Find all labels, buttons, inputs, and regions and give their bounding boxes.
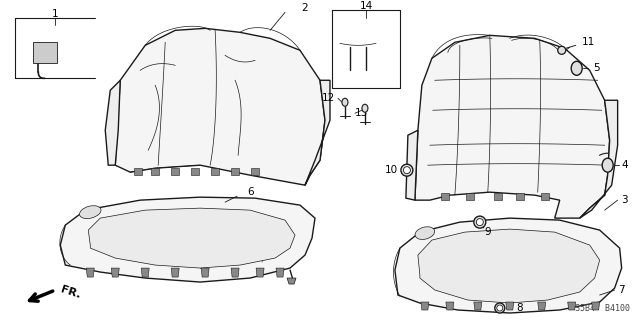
Polygon shape bbox=[88, 208, 295, 268]
Polygon shape bbox=[516, 193, 524, 200]
Polygon shape bbox=[421, 302, 429, 310]
Polygon shape bbox=[231, 168, 239, 175]
Text: 6: 6 bbox=[247, 187, 253, 197]
Polygon shape bbox=[191, 168, 199, 175]
Ellipse shape bbox=[401, 164, 413, 176]
Polygon shape bbox=[251, 168, 259, 175]
Text: 11: 11 bbox=[582, 37, 595, 47]
Text: 8: 8 bbox=[516, 303, 522, 313]
Text: FR.: FR. bbox=[60, 284, 82, 300]
Text: 4: 4 bbox=[621, 160, 628, 170]
Polygon shape bbox=[151, 168, 159, 175]
Polygon shape bbox=[171, 268, 179, 277]
Text: S5B4- B4100: S5B4- B4100 bbox=[575, 304, 630, 313]
Polygon shape bbox=[580, 100, 618, 218]
Polygon shape bbox=[60, 197, 315, 282]
Text: 9: 9 bbox=[484, 227, 491, 237]
Ellipse shape bbox=[79, 206, 101, 219]
Text: 2: 2 bbox=[301, 4, 308, 13]
Polygon shape bbox=[538, 302, 546, 310]
Polygon shape bbox=[141, 268, 149, 277]
Ellipse shape bbox=[602, 158, 613, 172]
Polygon shape bbox=[276, 268, 284, 277]
Ellipse shape bbox=[403, 167, 410, 174]
Ellipse shape bbox=[362, 104, 368, 112]
Polygon shape bbox=[105, 80, 120, 165]
Polygon shape bbox=[395, 218, 621, 313]
Polygon shape bbox=[305, 80, 330, 185]
Polygon shape bbox=[231, 268, 239, 277]
Polygon shape bbox=[115, 28, 325, 185]
Polygon shape bbox=[287, 278, 296, 284]
Text: 7: 7 bbox=[618, 285, 624, 295]
Polygon shape bbox=[466, 193, 474, 200]
Polygon shape bbox=[171, 168, 179, 175]
Polygon shape bbox=[201, 268, 209, 277]
Polygon shape bbox=[506, 302, 514, 310]
Text: 5: 5 bbox=[594, 63, 600, 73]
Ellipse shape bbox=[474, 216, 486, 228]
Polygon shape bbox=[418, 229, 600, 303]
Text: 1: 1 bbox=[52, 9, 59, 20]
Polygon shape bbox=[211, 168, 219, 175]
Polygon shape bbox=[134, 168, 142, 175]
Polygon shape bbox=[256, 268, 264, 277]
Ellipse shape bbox=[557, 46, 566, 54]
Polygon shape bbox=[111, 268, 119, 277]
Polygon shape bbox=[406, 130, 418, 200]
Text: 12: 12 bbox=[322, 93, 335, 103]
Text: 10: 10 bbox=[385, 165, 398, 175]
Text: 3: 3 bbox=[621, 195, 628, 205]
Ellipse shape bbox=[342, 98, 348, 106]
Polygon shape bbox=[494, 193, 502, 200]
Polygon shape bbox=[86, 268, 94, 277]
Ellipse shape bbox=[415, 227, 435, 239]
Ellipse shape bbox=[572, 61, 582, 75]
Polygon shape bbox=[568, 302, 576, 310]
Polygon shape bbox=[441, 193, 449, 200]
Polygon shape bbox=[33, 42, 58, 63]
Ellipse shape bbox=[495, 303, 505, 313]
Polygon shape bbox=[415, 35, 610, 218]
Polygon shape bbox=[446, 302, 454, 310]
Polygon shape bbox=[474, 302, 482, 310]
Polygon shape bbox=[591, 302, 600, 310]
Text: 13: 13 bbox=[355, 108, 368, 118]
Text: 14: 14 bbox=[359, 1, 372, 12]
Ellipse shape bbox=[476, 219, 483, 226]
Polygon shape bbox=[541, 193, 548, 200]
Ellipse shape bbox=[497, 305, 503, 311]
